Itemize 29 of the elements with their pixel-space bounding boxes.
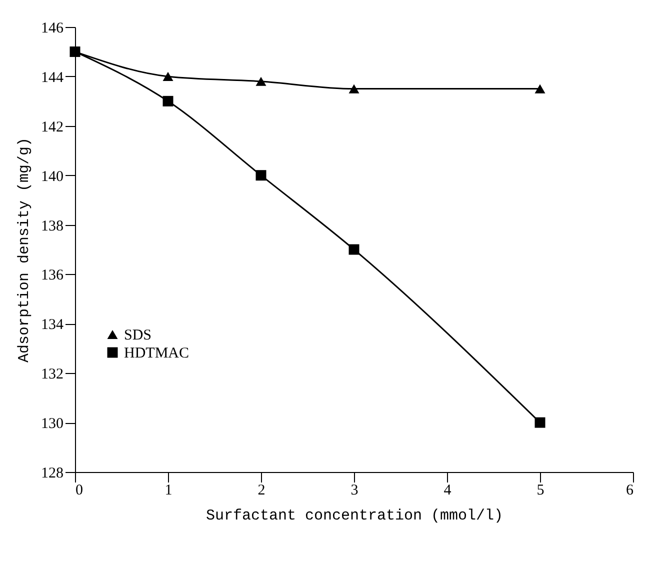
x-tick-label: 3	[350, 482, 358, 498]
y-tick-label: 146	[41, 20, 64, 36]
point	[348, 84, 360, 94]
y-tick-label: 140	[41, 168, 64, 185]
point	[256, 170, 266, 181]
y-tick-label: 144	[41, 70, 64, 86]
point	[162, 96, 174, 106]
y-tick-label: 136	[41, 268, 64, 284]
x-axis-title: Surfactant concentration (mmol/l)	[206, 508, 504, 524]
y-tick-label: 142	[41, 119, 64, 136]
x-tick-label: 1	[164, 482, 172, 498]
y-tick-label: 138	[41, 218, 64, 234]
point	[256, 76, 266, 86]
y-tick-label: 128	[41, 466, 64, 482]
point	[348, 244, 360, 255]
y-tick-label: 130	[41, 416, 64, 432]
x-tick-label: 5	[536, 482, 544, 498]
y-tick-label: 132	[41, 366, 64, 383]
x-tick-label: 6	[626, 482, 634, 498]
x-tick-label: 0	[76, 482, 83, 498]
x-tick-label: 2	[258, 482, 266, 498]
legend-label: HDTMAC	[124, 346, 190, 362]
x-tick-label: 4	[444, 482, 452, 498]
legend-label: SDS	[124, 328, 152, 344]
y-axis-title: Adsorption density (mg/g)	[16, 137, 33, 363]
point	[162, 72, 174, 81]
point	[534, 84, 546, 94]
point	[534, 417, 546, 428]
y-tick-label: 134	[41, 317, 64, 334]
